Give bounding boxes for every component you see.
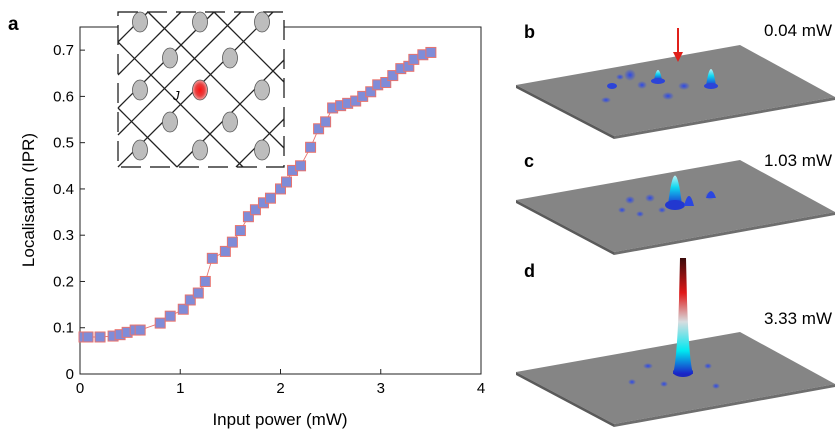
x-tick-label: 1 — [176, 380, 184, 397]
surface-plot-b — [516, 28, 835, 139]
data-point — [305, 141, 317, 153]
data-markers — [78, 46, 437, 343]
data-point — [226, 236, 238, 248]
plot-area: 0 1 2 3 4 0 0.1 0.2 0.3 0.4 0.5 0.6 0.7 — [53, 26, 485, 397]
inset-lattice: J — [117, 11, 285, 168]
lattice-node — [192, 11, 208, 33]
data-point — [164, 310, 176, 322]
data-point — [380, 77, 392, 89]
data-point — [94, 331, 106, 343]
data-point — [134, 324, 146, 336]
lattice-node — [162, 111, 178, 133]
y-tick-label: 0.1 — [53, 320, 74, 337]
x-tick-label: 3 — [377, 380, 385, 397]
data-point — [177, 303, 189, 315]
data-point — [275, 183, 286, 195]
y-tick-label: 0.6 — [53, 88, 74, 105]
excited-site-node — [192, 79, 208, 101]
x-axis: 0 1 2 3 4 — [76, 369, 485, 397]
y-tick-label: 0.3 — [53, 227, 74, 244]
data-point — [154, 317, 166, 329]
data-point — [264, 192, 276, 204]
y-tick-label: 0.4 — [53, 181, 74, 198]
x-axis-label: Input power (mW) — [212, 410, 347, 429]
inset-frame — [117, 11, 285, 168]
data-point — [234, 225, 246, 237]
x-tick-label: 0 — [76, 380, 84, 397]
panel-letter-b: b — [524, 22, 535, 42]
data-point — [184, 294, 196, 306]
intensity-peaks — [601, 69, 718, 103]
power-label-b: 0.04 mW — [764, 21, 832, 40]
data-point — [192, 287, 204, 299]
coupling-label: J — [172, 88, 180, 103]
data-point — [408, 53, 420, 65]
lattice-nodes — [132, 11, 270, 161]
panel-letter-c: c — [524, 151, 534, 171]
data-point — [425, 46, 437, 58]
lattice-node — [192, 139, 208, 161]
x-tick-label: 2 — [276, 380, 284, 397]
y-tick-label: 0.7 — [53, 42, 74, 59]
data-point — [249, 204, 261, 216]
lattice-node — [222, 111, 238, 133]
data-point — [281, 176, 293, 188]
data-point — [82, 331, 94, 343]
y-tick-label: 0 — [66, 366, 74, 383]
data-point — [199, 275, 211, 287]
lattice-node — [254, 79, 270, 101]
input-arrow — [673, 28, 683, 62]
lattice-node — [254, 11, 270, 33]
power-label-d: 3.33 mW — [764, 309, 832, 328]
y-tick-label: 0.5 — [53, 135, 74, 152]
data-point — [242, 211, 254, 223]
data-point — [387, 70, 399, 82]
data-point — [295, 160, 307, 172]
panel-letter-a: a — [8, 14, 19, 35]
lattice-node — [132, 139, 148, 161]
y-axis: 0 0.1 0.2 0.3 0.4 0.5 0.6 0.7 — [53, 42, 85, 383]
lattice-node — [222, 47, 238, 69]
lattice-node — [254, 139, 270, 161]
lattice-node — [132, 11, 148, 33]
lattice-node — [162, 47, 178, 69]
lattice-node — [132, 79, 148, 101]
intensity-peaks — [628, 258, 720, 389]
y-axis-label: Localisation (IPR) — [19, 133, 38, 267]
data-point — [365, 86, 377, 98]
power-label-c: 1.03 mW — [764, 151, 832, 170]
y-tick-label: 0.2 — [53, 273, 74, 290]
surface-plot-c — [516, 160, 835, 255]
data-point — [219, 245, 231, 257]
data-point — [206, 252, 218, 264]
intensity-peaks — [618, 175, 716, 217]
surface-plot-d — [516, 258, 835, 427]
data-point — [320, 116, 332, 128]
x-tick-label: 4 — [477, 380, 485, 397]
data-point — [313, 123, 325, 135]
panel-letter-d: d — [524, 261, 535, 281]
